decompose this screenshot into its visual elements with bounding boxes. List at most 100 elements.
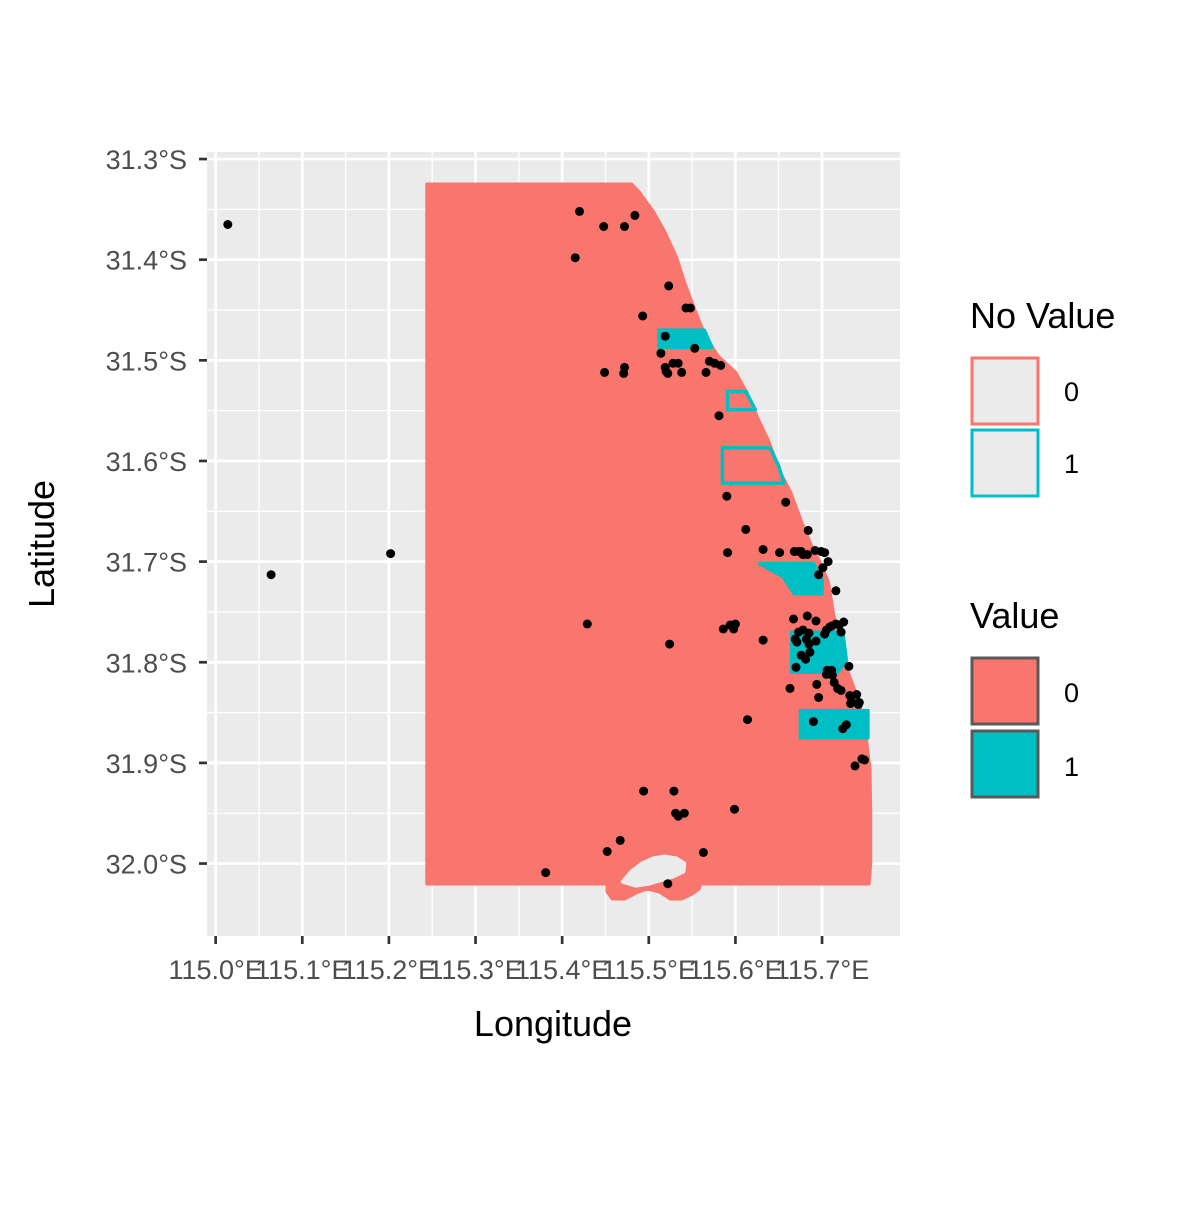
observation-point [582, 619, 592, 629]
observation-point [811, 636, 821, 646]
y-axis: 31.3°S 31.4°S 31.5°S 31.6°S 31.7°S 31.8°S 31.9… [106, 145, 207, 880]
observation-point [827, 621, 837, 631]
x-tick-label: 115.4°E [515, 955, 609, 985]
observation-point [615, 835, 625, 845]
observation-point [794, 627, 804, 637]
x-axis-title: Longitude [474, 1003, 632, 1044]
legend-no-value-title: No Value [970, 295, 1115, 336]
y-axis-title: Latitude [21, 480, 62, 608]
observation-point [802, 550, 812, 560]
observation-point [685, 303, 695, 313]
observation-point [716, 360, 726, 370]
observation-point [663, 879, 673, 889]
x-tick-label: 115.7°E [775, 955, 869, 985]
observation-point [836, 627, 846, 637]
observation-point [834, 620, 844, 630]
y-tick-label: 31.3°S [106, 145, 187, 175]
observation-point [701, 367, 711, 377]
observation-point [665, 639, 675, 649]
observation-point [820, 548, 830, 558]
observation-point [804, 639, 814, 649]
y-tick-label: 31.6°S [106, 447, 187, 477]
region-area-1-c [720, 446, 786, 485]
observation-point [620, 222, 629, 231]
observation-point [791, 662, 801, 672]
y-tick-label: 31.8°S [106, 648, 187, 678]
legend-value-label-0: 0 [1064, 678, 1079, 708]
observation-point [841, 720, 851, 730]
observation-point [802, 611, 812, 621]
observation-point [853, 700, 863, 709]
observation-point [660, 331, 670, 341]
observation-point [669, 786, 679, 796]
observation-point [818, 563, 828, 573]
x-tick-label: 115.5°E [602, 955, 696, 985]
observation-point [814, 570, 824, 580]
observation-point [820, 629, 830, 639]
legend-no-value: No Value 0 1 [970, 295, 1115, 498]
observation-point [781, 497, 791, 507]
legend-no-value-key-1 [970, 428, 1040, 498]
observation-point [831, 586, 841, 596]
observation-point [690, 343, 700, 353]
legend-value: Value 0 1 [970, 595, 1079, 799]
observation-point [671, 808, 681, 818]
observation-point [789, 614, 798, 624]
observation-point [677, 367, 687, 377]
observation-point [718, 624, 728, 634]
observation-point [852, 690, 862, 699]
legend-value-label-1: 1 [1064, 752, 1079, 782]
region-study-area [425, 182, 873, 886]
y-tick-label: 32.0°S [106, 850, 187, 880]
observation-point [811, 616, 821, 626]
observation-point [638, 311, 648, 321]
observation-point [730, 804, 739, 814]
observation-point [639, 786, 649, 796]
observation-point [758, 545, 768, 554]
observation-point [844, 661, 854, 671]
observation-point [668, 358, 678, 368]
observation-point [630, 210, 640, 220]
region-area-1-f [798, 708, 870, 740]
legend-value-key-0 [970, 656, 1040, 726]
legend-no-value-label-1: 1 [1064, 449, 1079, 479]
x-tick-label: 115.6°E [688, 955, 782, 985]
observation-point [223, 220, 233, 229]
observation-point [808, 717, 818, 727]
legend-no-value-label-0: 0 [1064, 377, 1079, 407]
region-area-1-a [657, 328, 714, 349]
observation-point [541, 868, 551, 878]
observation-point [814, 693, 824, 702]
observation-point [741, 524, 751, 534]
observation-point [664, 281, 674, 291]
legend-no-value-key-0 [970, 356, 1040, 426]
observation-point [821, 669, 831, 679]
y-tick-label: 31.9°S [106, 749, 187, 779]
observation-point [758, 635, 768, 645]
observation-point [602, 847, 612, 856]
observation-point [792, 637, 802, 647]
observation-point [723, 548, 733, 558]
x-tick-label: 115.3°E [428, 955, 522, 985]
legend-value-title: Value [970, 595, 1059, 636]
observation-point [600, 367, 610, 377]
observation-point [619, 368, 629, 378]
observation-point [656, 348, 666, 358]
observation-point [714, 411, 724, 421]
legend-value-key-1 [970, 729, 1040, 799]
observation-point [836, 685, 846, 695]
region-fills [425, 182, 873, 901]
observation-point [850, 761, 860, 771]
x-tick-label: 115.2°E [342, 955, 436, 985]
x-axis: 115.0°E115.1°E115.2°E115.3°E115.4°E115.5… [168, 936, 869, 985]
observation-point [846, 699, 856, 708]
observation-point [743, 715, 752, 725]
observation-point [729, 624, 739, 634]
observation-point [812, 679, 822, 689]
observation-points [223, 206, 869, 889]
y-tick-label: 31.5°S [106, 346, 187, 376]
observation-point [796, 650, 806, 660]
observation-point [575, 206, 584, 216]
